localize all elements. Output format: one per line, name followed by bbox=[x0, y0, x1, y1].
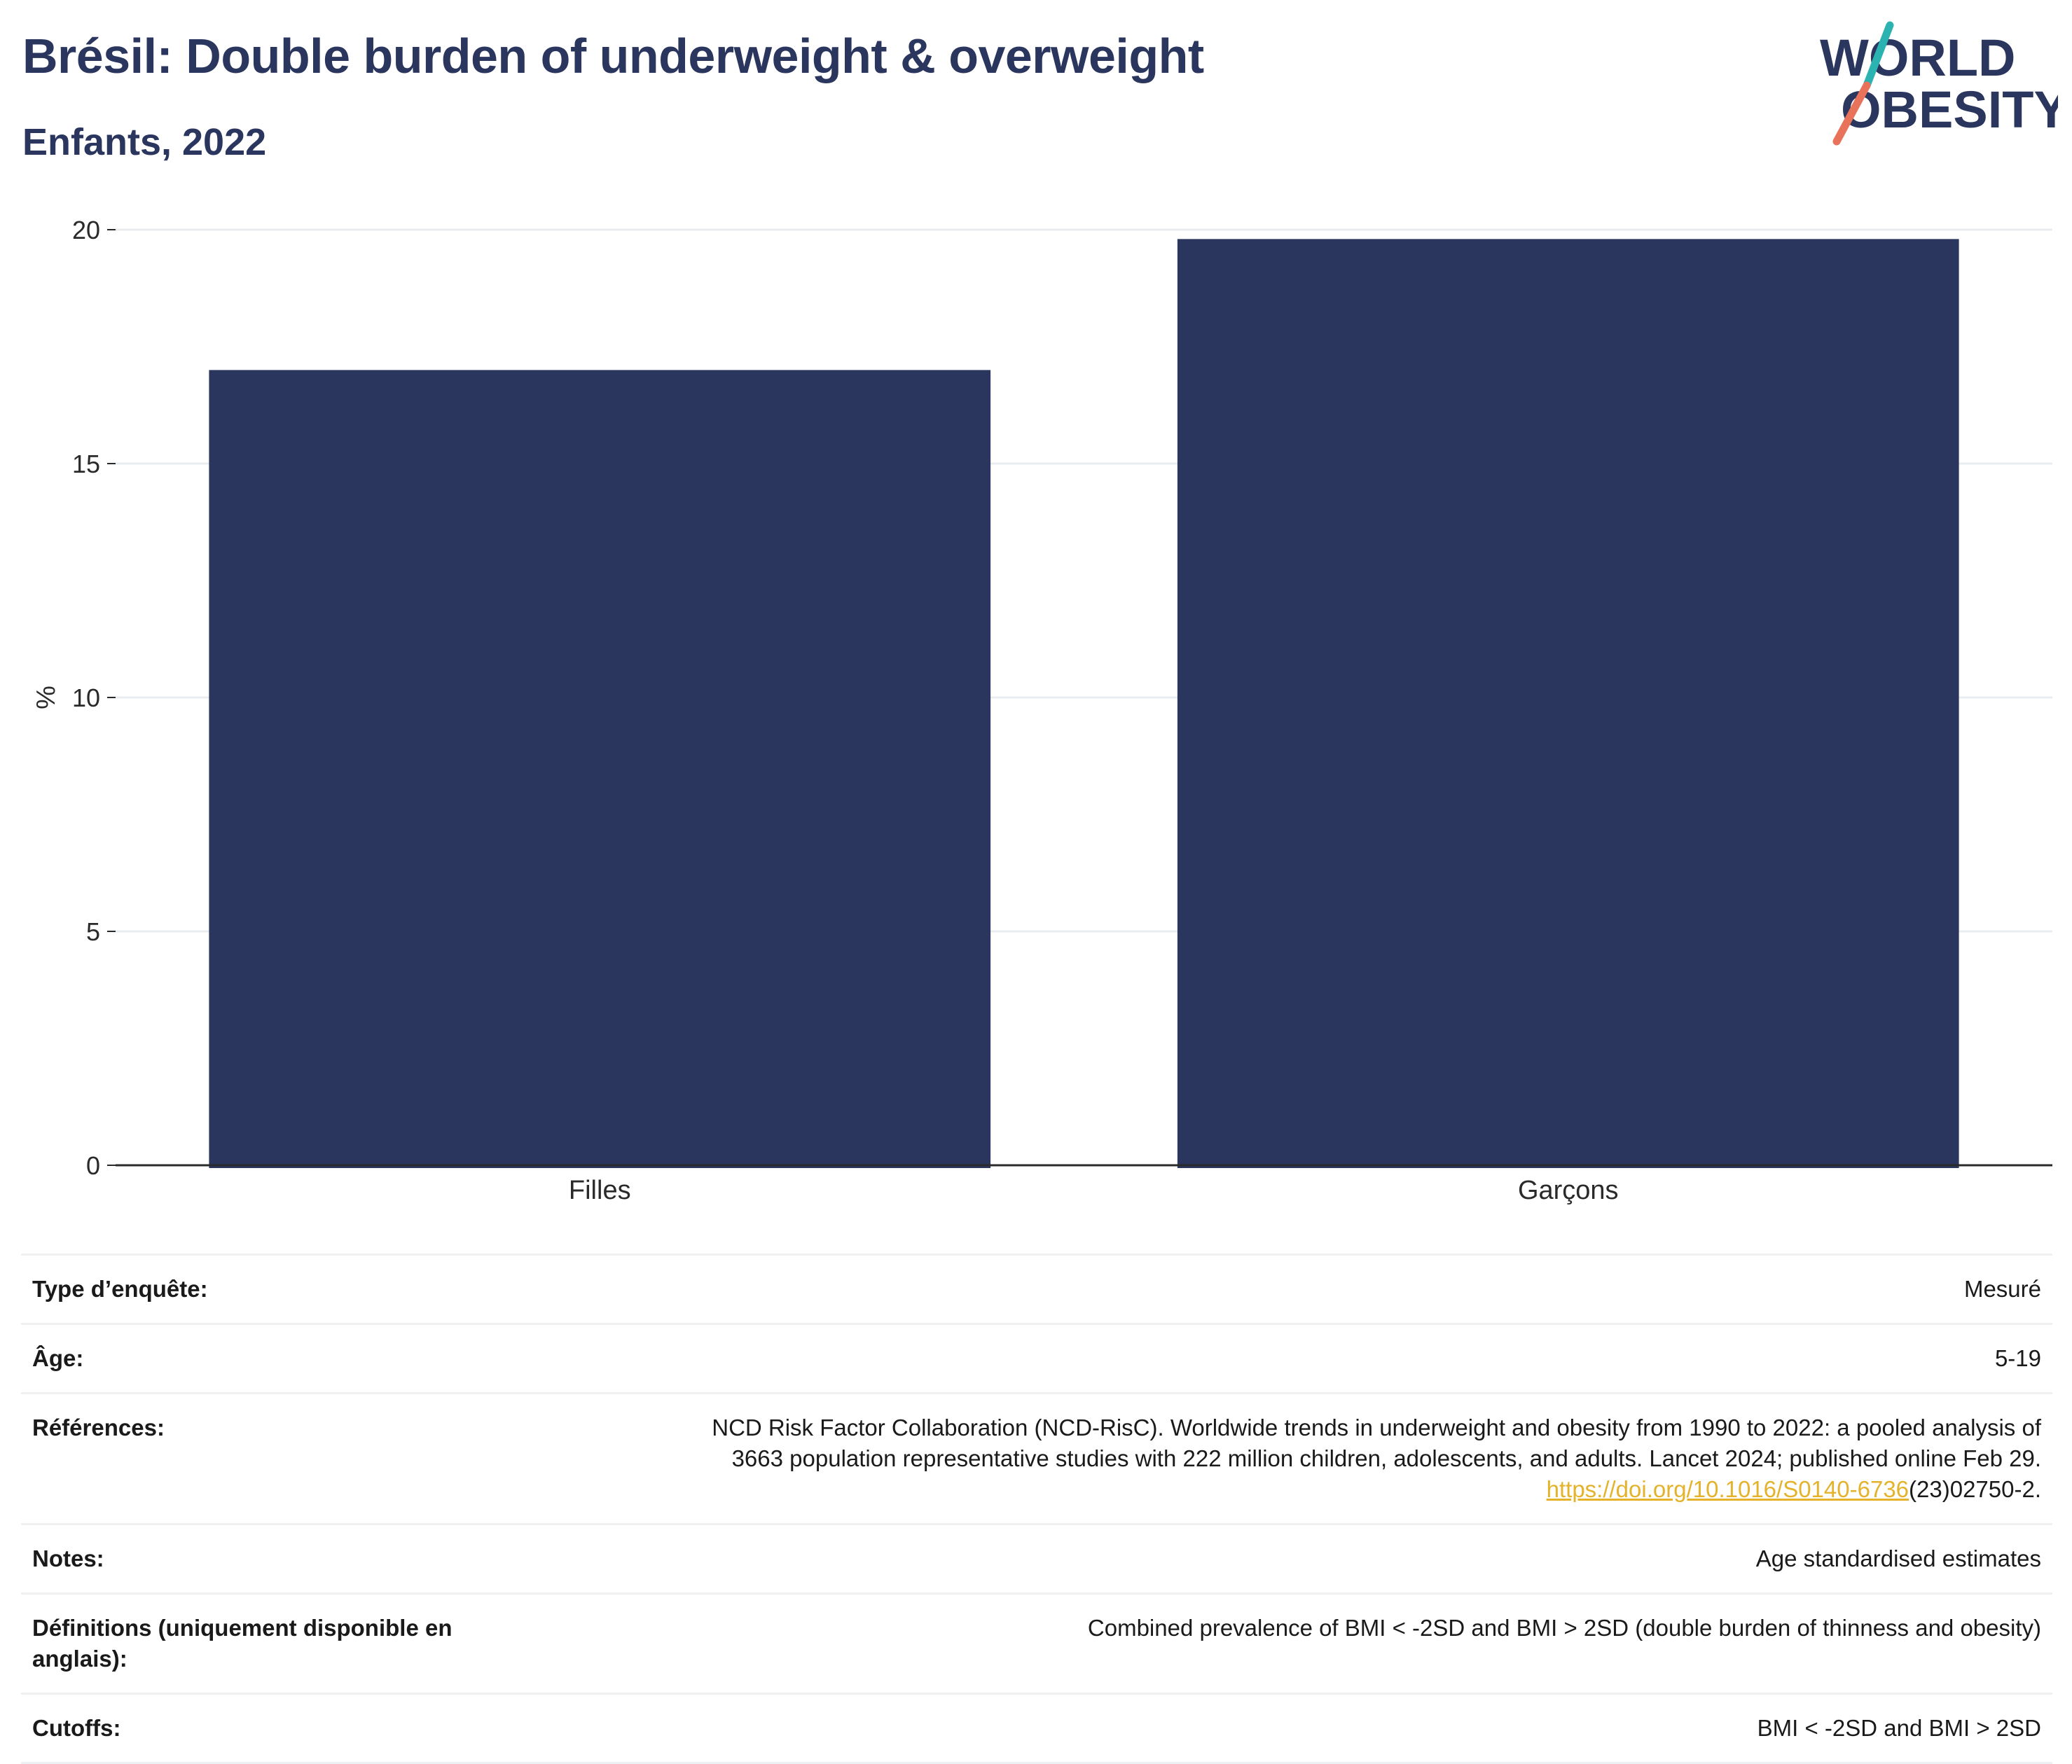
reference-line: NCD Risk Factor Collaboration (NCD-RisC)… bbox=[712, 1415, 2041, 1440]
bar-chart: 0 5 10 15 20 Filles Garçons % bbox=[32, 216, 2052, 1204]
info-key: Âge: bbox=[32, 1345, 84, 1371]
world-obesity-logo: WORLD OBESITY bbox=[1820, 21, 2058, 146]
info-value: Combined prevalence of BMI < -2SD and BM… bbox=[1087, 1615, 2041, 1641]
info-row: Définitions (uniquement disponible en an… bbox=[21, 1593, 2052, 1694]
info-row: Cutoffs: BMI < -2SD and BMI > 2SD bbox=[21, 1693, 2052, 1763]
bar-filles bbox=[209, 370, 991, 1168]
y-tick-label: 20 bbox=[72, 216, 100, 244]
logo-slash-bottom bbox=[1832, 81, 1871, 146]
info-value: BMI < -2SD and BMI > 2SD bbox=[1757, 1715, 2041, 1741]
bars bbox=[209, 239, 1959, 1168]
y-tick-label: 5 bbox=[86, 917, 100, 946]
info-row: Références: NCD Risk Factor Collaboration… bbox=[21, 1393, 2052, 1525]
chart-title: Brésil: Double burden of underweight & o… bbox=[22, 29, 1204, 83]
y-axis-title: % bbox=[32, 686, 61, 709]
logo-line2: OBESITY bbox=[1841, 81, 2058, 139]
info-value: Mesuré bbox=[1963, 1276, 2041, 1302]
info-value: 5-19 bbox=[1994, 1345, 2041, 1371]
y-tick-label: 0 bbox=[86, 1151, 100, 1180]
info-key: Définitions (uniquement disponible en an… bbox=[32, 1615, 453, 1672]
x-tick-label: Filles bbox=[569, 1176, 631, 1204]
info-value: Age standardised estimates bbox=[1755, 1546, 2041, 1571]
reference-link-suffix: (23)02750-2. bbox=[1909, 1476, 2041, 1502]
reference-link[interactable]: https://doi.org/10.1016/S0140-6736 bbox=[1546, 1476, 1909, 1502]
info-row: Âge: 5-19 bbox=[21, 1324, 2052, 1394]
bar-gar-ons bbox=[1177, 239, 1959, 1168]
info-key: Type d’enquête: bbox=[32, 1276, 208, 1302]
info-value: NCD Risk Factor Collaboration (NCD-RisC)… bbox=[520, 1394, 2052, 1525]
x-tick-labels: Filles Garçons bbox=[569, 1176, 1619, 1204]
reference-line: 3663 population representative studies w… bbox=[731, 1445, 2041, 1471]
info-key: Références: bbox=[32, 1415, 165, 1440]
y-tick-label: 10 bbox=[72, 683, 100, 712]
chart-subtitle: Enfants, 2022 bbox=[22, 121, 267, 163]
logo-line1: WORLD bbox=[1820, 29, 2016, 87]
info-table: Type d’enquête: Mesuré Âge: 5-19 Références:… bbox=[21, 1253, 2052, 1764]
logo-slash-top bbox=[1863, 21, 1894, 90]
y-tick-labels: 0 5 10 15 20 bbox=[72, 216, 116, 1180]
y-tick-label: 15 bbox=[72, 450, 100, 478]
info-key: Cutoffs: bbox=[32, 1715, 121, 1741]
info-row: Type d’enquête: Mesuré bbox=[21, 1254, 2052, 1324]
info-row: Notes: Age standardised estimates bbox=[21, 1524, 2052, 1594]
x-tick-label: Garçons bbox=[1518, 1176, 1619, 1204]
info-key: Notes: bbox=[32, 1546, 104, 1571]
